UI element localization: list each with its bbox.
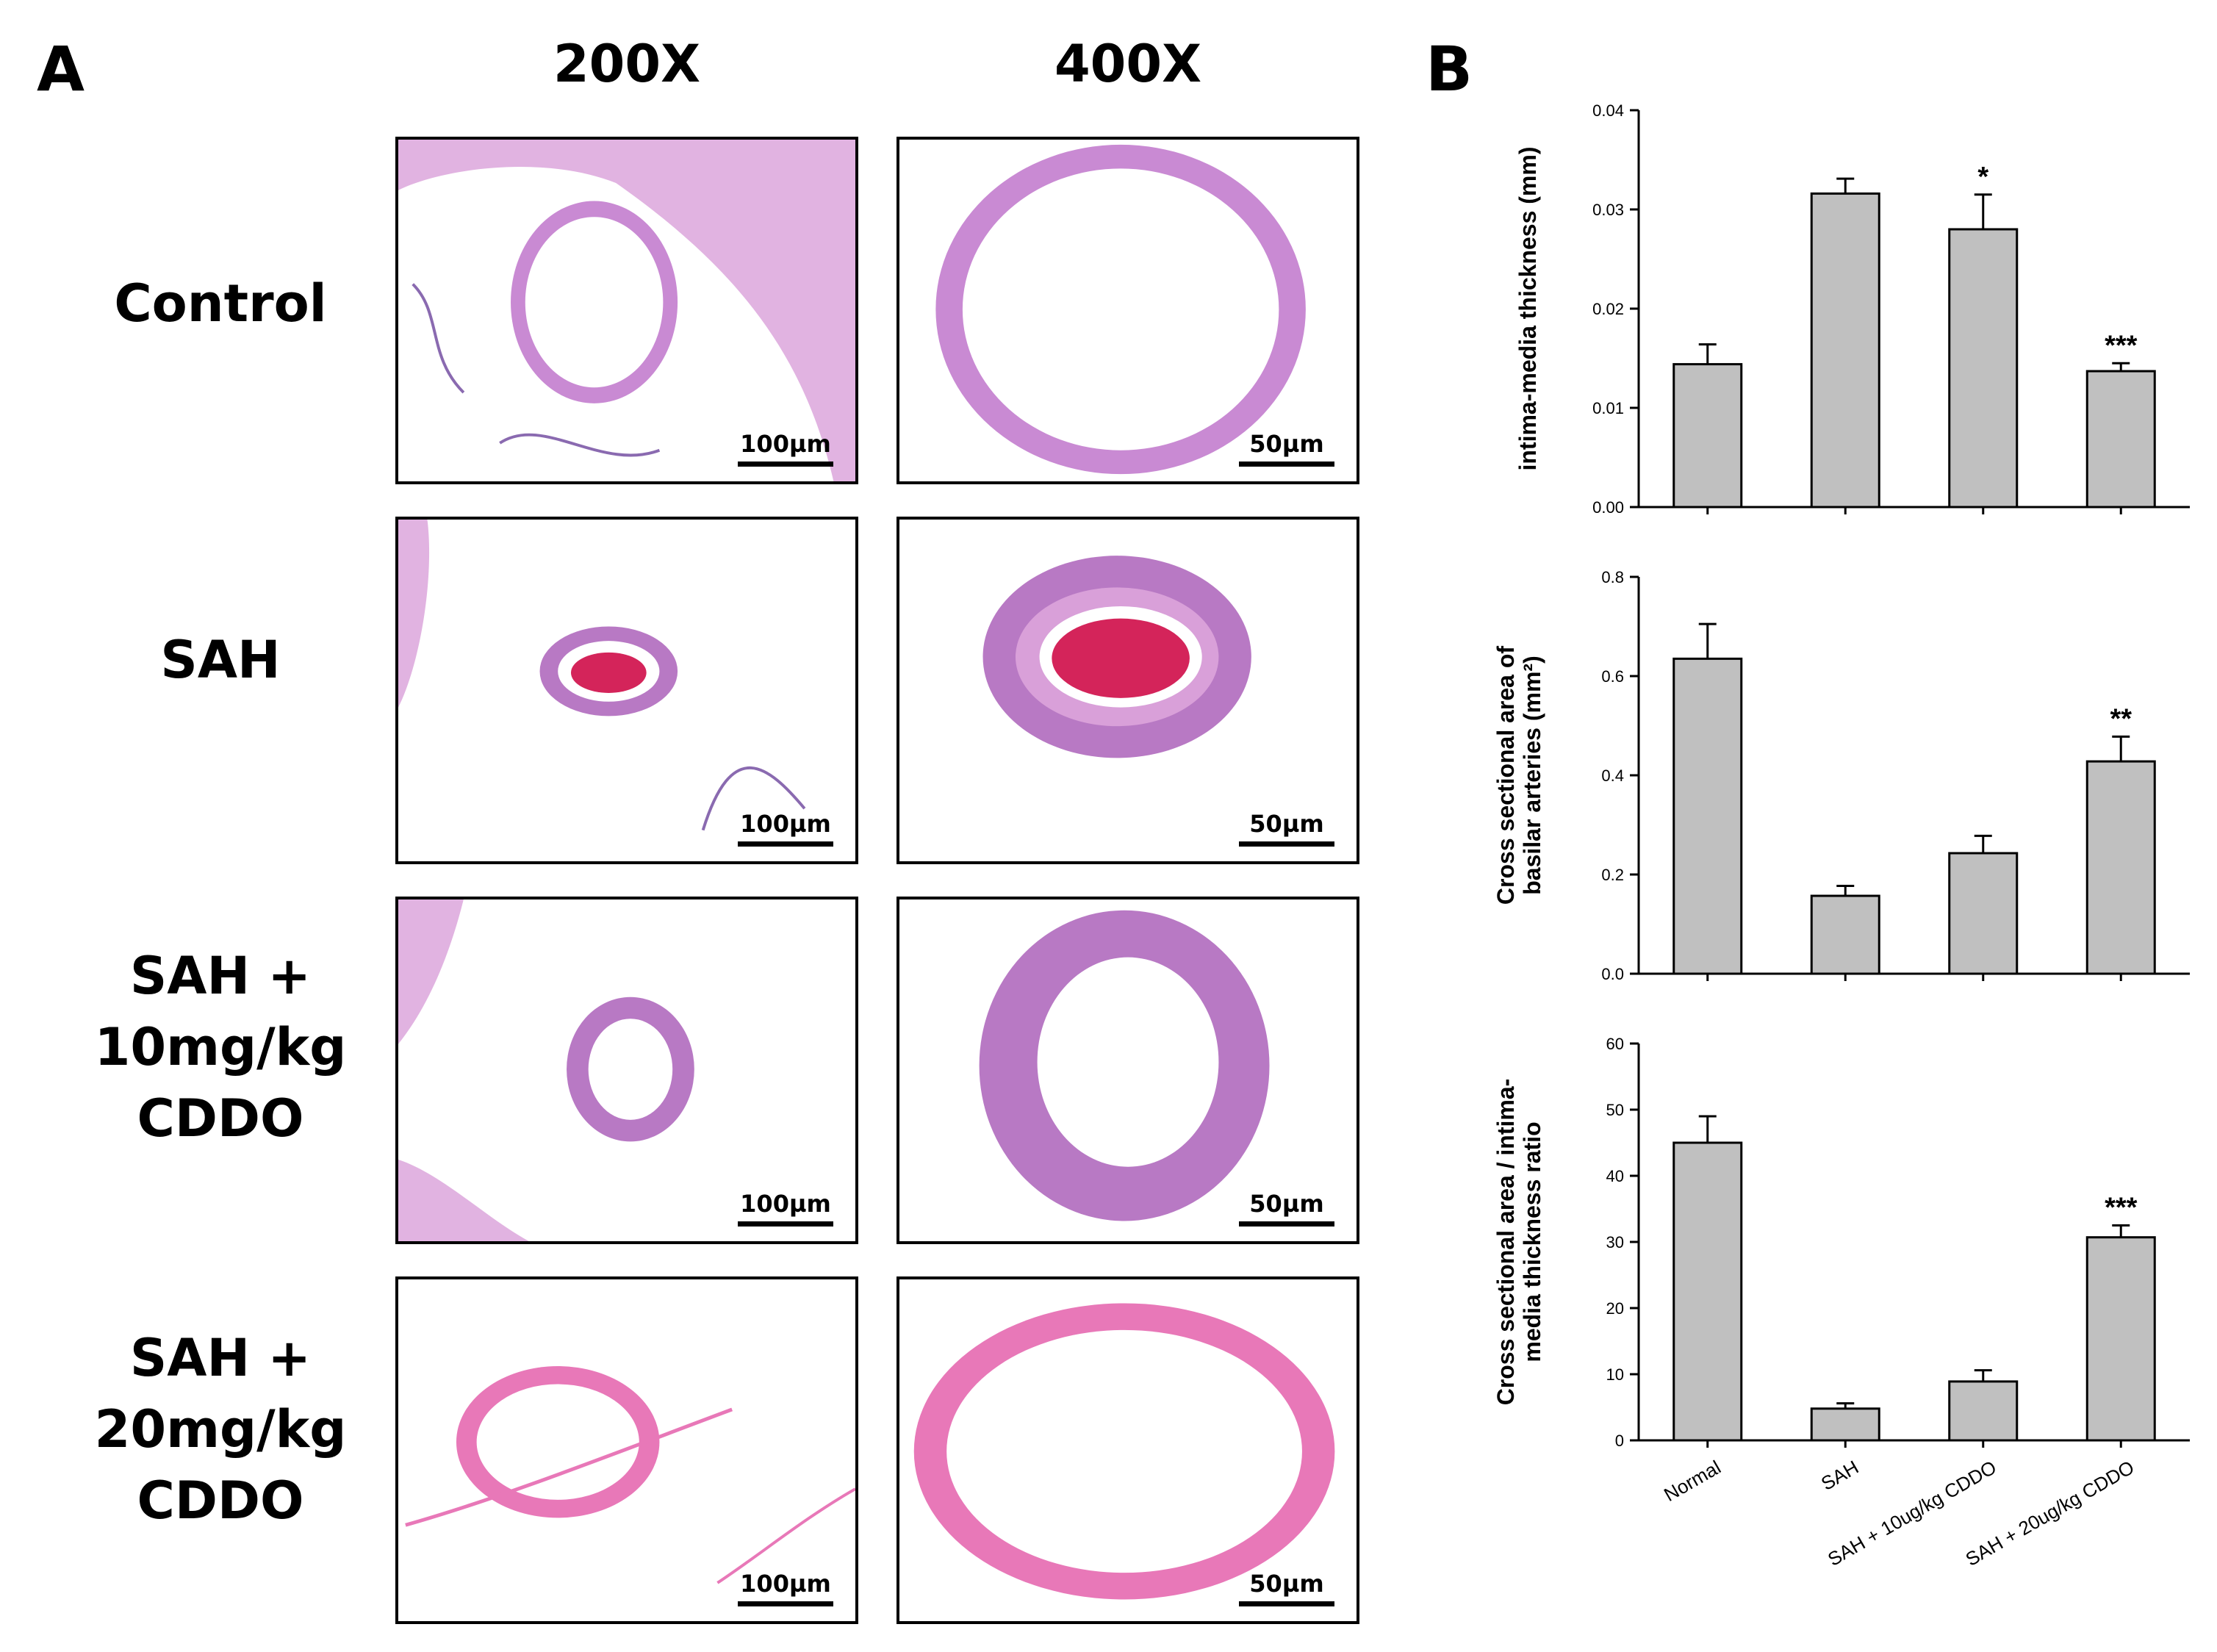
bar	[1810, 1407, 1880, 1442]
row-label-line: 10mg/kg	[94, 1017, 347, 1077]
x-tick-label: Normal	[1660, 1456, 1725, 1506]
y-tick-label: 0.00	[1592, 498, 1624, 517]
bar	[1948, 852, 2019, 975]
y-tick-label: 0	[1615, 1432, 1624, 1450]
panel-a-label: A	[37, 33, 85, 105]
scale-bar: 50µm	[1239, 1569, 1334, 1606]
row-label-line: SAH	[160, 630, 281, 690]
y-axis-label: media thickness ratio	[1519, 1121, 1545, 1362]
row-label-sah: SAH	[59, 625, 382, 696]
y-tick-label: 0.2	[1601, 866, 1624, 884]
y-tick-label: 0.02	[1592, 300, 1624, 318]
micrograph-sah-10mg-cddo-400x: 50µm	[896, 897, 1359, 1244]
bar	[2085, 370, 2156, 509]
row-label-control: Control	[59, 268, 382, 340]
row-label-line: Control	[114, 273, 327, 334]
row-label-line: SAH +	[129, 1328, 312, 1388]
scale-bar-line	[1239, 841, 1334, 847]
scale-bar: 100µm	[738, 429, 833, 467]
y-tick-label: 60	[1606, 1035, 1624, 1053]
significance-label: ***	[2105, 330, 2138, 361]
row-label-sah-10mg-cddo: SAH + 10mg/kg CDDO	[59, 941, 382, 1154]
bar	[1948, 228, 2019, 509]
column-header-400x: 400X	[1054, 34, 1202, 94]
y-tick-label: 10	[1606, 1365, 1624, 1384]
row-label-sah-20mg-cddo: SAH + 20mg/kg CDDO	[59, 1323, 382, 1537]
scale-bar: 50µm	[1239, 429, 1334, 467]
scale-bar: 100µm	[738, 809, 833, 847]
micrograph-sah-200x: 100µm	[395, 517, 858, 864]
scale-bar-line	[738, 1221, 833, 1227]
scale-bar: 100µm	[738, 1569, 833, 1606]
scale-bar-line	[1239, 1221, 1334, 1227]
y-tick-label: 20	[1606, 1299, 1624, 1318]
y-tick-label: 0.01	[1592, 399, 1624, 417]
panel-b-label: B	[1426, 33, 1473, 105]
scale-bar-line	[738, 841, 833, 847]
scale-bar-label: 50µm	[1249, 810, 1324, 838]
y-axis-label: Cross sectional area / intima-	[1492, 1079, 1519, 1406]
row-label-line: CDDO	[137, 1088, 304, 1149]
scale-bar-label: 50µm	[1249, 430, 1324, 458]
scale-bar-line	[738, 462, 833, 467]
y-tick-label: 40	[1606, 1167, 1624, 1185]
micrograph-sah-20mg-cddo-200x: 100µm	[395, 1276, 858, 1624]
bar	[1672, 1141, 1743, 1442]
y-tick-label: 0.04	[1592, 101, 1624, 120]
row-label-line: CDDO	[137, 1470, 304, 1531]
scale-bar: 50µm	[1239, 1189, 1334, 1227]
y-tick-label: 0.03	[1592, 201, 1624, 219]
row-label-line: 20mg/kg	[94, 1399, 347, 1459]
bar	[1810, 192, 1880, 509]
bar	[1672, 363, 1743, 509]
scale-bar-label: 100µm	[740, 1570, 831, 1598]
y-axis-label: Cross sectional area of	[1492, 646, 1519, 905]
column-header-200x: 200X	[553, 34, 701, 94]
y-axis-label: basilar arteries (mm²)	[1519, 656, 1545, 894]
y-tick-label: 0.0	[1601, 965, 1624, 983]
micrograph-control-200x: 100µm	[395, 137, 858, 484]
scale-bar: 50µm	[1239, 809, 1334, 847]
y-tick-label: 0.6	[1601, 667, 1624, 686]
y-tick-label: 0.8	[1601, 568, 1624, 586]
bar	[1672, 657, 1743, 975]
significance-label: **	[2110, 703, 2132, 734]
micrograph-sah-400x: 50µm	[896, 517, 1359, 864]
micrograph-control-400x: 50µm	[896, 137, 1359, 484]
scale-bar-line	[1239, 1601, 1334, 1606]
y-tick-label: 0.4	[1601, 766, 1624, 785]
micrograph-sah-10mg-cddo-200x: 100µm	[395, 897, 858, 1244]
bar	[1948, 1380, 2019, 1442]
significance-label: *	[1977, 162, 1988, 193]
bar	[2085, 760, 2156, 975]
y-tick-label: 50	[1606, 1101, 1624, 1119]
significance-label: ***	[2105, 1193, 2138, 1224]
scale-bar-line	[738, 1601, 833, 1606]
micrograph-sah-20mg-cddo-400x: 50µm	[896, 1276, 1359, 1624]
scale-bar-label: 50µm	[1249, 1570, 1324, 1598]
scale-bar-label: 100µm	[740, 810, 831, 838]
scale-bar-label: 100µm	[740, 430, 831, 458]
y-tick-label: 30	[1606, 1233, 1624, 1251]
row-label-line: SAH +	[129, 946, 312, 1006]
scale-bar: 100µm	[738, 1189, 833, 1227]
scale-bar-line	[1239, 462, 1334, 467]
y-axis-label: intima-media thickness (mm)	[1514, 147, 1541, 471]
scale-bar-label: 50µm	[1249, 1190, 1324, 1218]
x-tick-label: SAH	[1817, 1456, 1862, 1495]
bar	[1810, 894, 1880, 975]
scale-bar-label: 100µm	[740, 1190, 831, 1218]
bar	[2085, 1236, 2156, 1442]
